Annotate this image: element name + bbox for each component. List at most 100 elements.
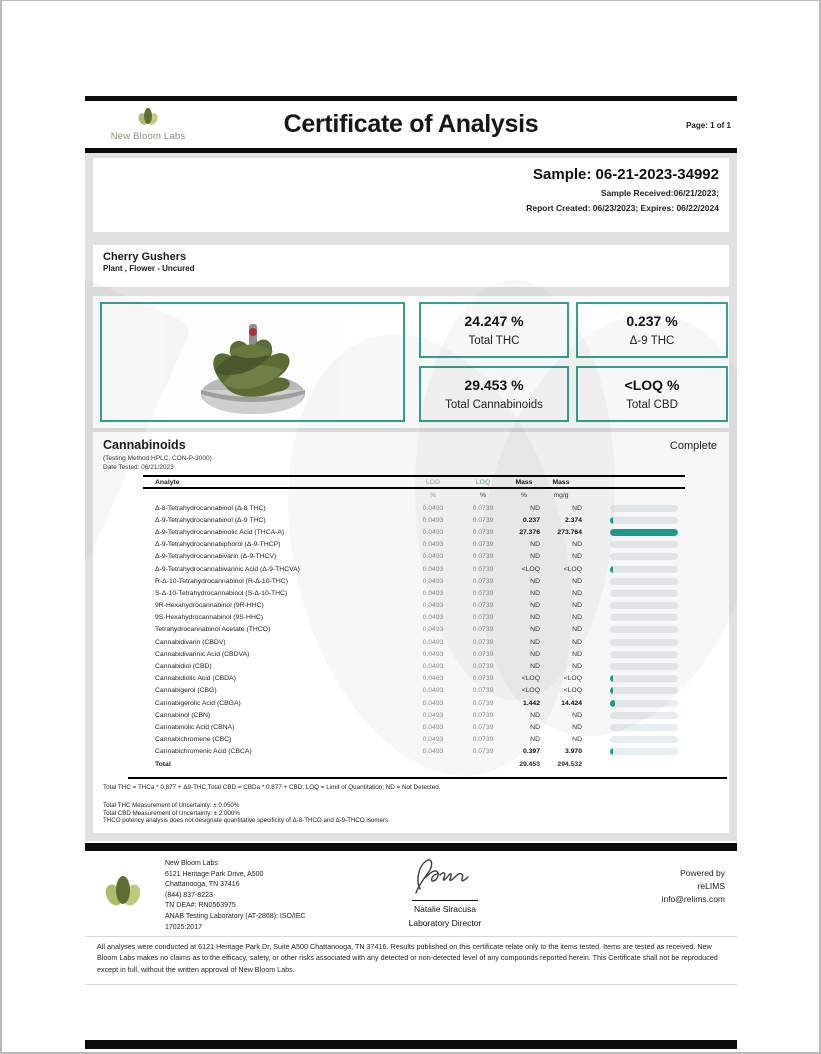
mass-bar-fill <box>610 565 613 573</box>
mass-bar <box>610 663 678 671</box>
content-background: Sample: 06-21-2023-34992 Sample Received… <box>85 153 737 841</box>
table-row: Δ-9-Tetrahydrocannabinolic Acid (THCA-A)… <box>143 526 685 538</box>
mass-bar <box>610 650 678 658</box>
loq-value: 0.0739 <box>472 650 494 658</box>
table-row: 9S-Hexahydrocannabinol (9S-HHC) 0.0493 0… <box>143 612 685 624</box>
table-total-row: Total 29.453 294.532 <box>143 758 685 770</box>
col-mass-pct: Mass <box>515 478 533 486</box>
summary-total-cbd: <LOQ % Total CBD <box>576 366 728 422</box>
report-dates: Report Created: 06/23/2023; Expires: 06/… <box>526 203 719 213</box>
total-mass-mgg: 294.532 <box>557 760 582 768</box>
table-row: Δ-9-Tetrahydrocannabinol (Δ-9 THC) 0.049… <box>143 514 685 526</box>
mass-bar-fill <box>610 687 613 695</box>
lab-address: New Bloom Labs 6121 Heritage Park Drive,… <box>165 859 306 933</box>
lod-value: 0.0493 <box>422 638 444 646</box>
table-row: Cannabidiolic Acid (CBDA) 0.0463 0.0739 … <box>143 673 685 685</box>
loq-value: 0.0739 <box>472 528 494 536</box>
analyte-name: Tetrahydrocannabinol Acetate (THCO) <box>155 626 271 634</box>
analyte-name: Δ-9-Tetrahydrocannabinol (Δ-9 THC) <box>155 516 266 524</box>
loq-value: 0.0739 <box>472 504 494 512</box>
loq-value: 0.0739 <box>472 675 494 683</box>
mass-bar-fill <box>610 699 616 707</box>
mass-pct-value: 0.237 <box>522 516 540 524</box>
mass-bar <box>610 565 678 573</box>
mass-pct-value: ND <box>530 553 540 561</box>
mass-bar <box>610 541 678 549</box>
mass-bar <box>610 614 678 622</box>
lod-value: 0.0463 <box>422 675 444 683</box>
loq-value: 0.0739 <box>472 638 494 646</box>
mass-bar-fill <box>610 675 613 683</box>
page-number: Page: 1 of 1 <box>686 121 731 130</box>
page-title: Certificate of Analysis <box>283 110 539 138</box>
loq-value: 0.0739 <box>472 614 494 622</box>
relims-email: info@relims.com <box>661 894 725 904</box>
loq-value: 0.0739 <box>472 699 494 707</box>
table-row: Cannabigerol (CBG) 0.0493 0.0739 <LOQ <L… <box>143 685 685 697</box>
analyte-name: Cannabichromenic Acid (CBCA) <box>155 748 252 756</box>
mass-mgg-value: <LOQ <box>563 675 582 683</box>
lod-value: 0.0493 <box>422 565 444 573</box>
lab-street: 6121 Heritage Park Drive, A500 <box>165 870 264 878</box>
mass-mgg-value: <LOQ <box>563 687 582 695</box>
col-mass-mgg: Mass <box>552 478 570 486</box>
summary-value: 0.237 % <box>626 313 678 329</box>
report-header: New Bloom Labs Certificate of Analysis P… <box>85 101 737 148</box>
brand-logo: New Bloom Labs <box>103 107 193 142</box>
mass-mgg-value: ND <box>572 589 582 597</box>
mass-pct-value: ND <box>530 663 540 671</box>
mass-bar <box>610 602 678 610</box>
mass-bar-fill <box>610 528 678 536</box>
mass-mgg-value: ND <box>572 614 582 622</box>
analyte-name: Cannabinolic Acid (CBNA) <box>155 723 235 731</box>
product-card: Cherry Gushers Plant , Flower - Uncured <box>93 245 729 287</box>
mass-pct-value: 27.376 <box>519 528 540 536</box>
table-body: Δ-8-Tetrahydrocannabinol (Δ-8 THC) 0.049… <box>143 502 685 758</box>
total-label: Total <box>155 760 171 768</box>
sample-info-card: Sample: 06-21-2023-34992 Sample Received… <box>93 158 729 232</box>
section-title: Cannabinoids <box>103 438 186 452</box>
summary-label: Total THC <box>468 335 520 347</box>
mass-mgg-value: ND <box>572 711 582 719</box>
lod-value: 0.0493 <box>422 516 444 524</box>
sample-photo <box>165 306 340 418</box>
table-row: S-Δ-10-Tetrahydrocannabinol (S-Δ-10-THC)… <box>143 587 685 599</box>
mass-mgg-value: 3.970 <box>564 748 582 756</box>
mass-mgg-value: ND <box>572 736 582 744</box>
table-units-row: % % % mg/g <box>143 489 685 502</box>
analyte-name: Δ-8-Tetrahydrocannabinol (Δ-8 THC) <box>155 504 266 512</box>
cannabinoids-table: Analyte LOD LOQ Mass Mass % % % mg/g Δ-8… <box>143 475 685 770</box>
mass-bar <box>610 626 678 634</box>
mass-bar <box>610 638 678 646</box>
mass-bar <box>610 516 678 524</box>
mass-mgg-value: ND <box>572 626 582 634</box>
table-row: Cannabinolic Acid (CBNA) 0.0493 0.0739 N… <box>143 721 685 733</box>
mass-bar <box>610 675 678 683</box>
table-row: Cannabichromene (CBC) 0.0493 0.0739 ND N… <box>143 734 685 746</box>
analyte-name: Δ-9-Tetrahydrocannabivarin (Δ-9-THCV) <box>155 553 277 561</box>
mass-pct-value: ND <box>530 626 540 634</box>
mass-pct-value: ND <box>530 650 540 658</box>
unit-loq: % <box>479 492 487 499</box>
mass-pct-value: ND <box>530 602 540 610</box>
loq-value: 0.0739 <box>472 711 494 719</box>
lod-value: 0.0493 <box>422 614 444 622</box>
mass-mgg-value: ND <box>572 541 582 549</box>
summary-label: Total Cannabinoids <box>445 399 543 411</box>
summary-value: 24.247 % <box>464 313 524 329</box>
mass-pct-value: ND <box>530 541 540 549</box>
summary-total-cannabinoids: 29.453 % Total Cannabinoids <box>419 366 569 422</box>
analyte-name: Cannabichromene (CBC) <box>155 736 232 744</box>
table-row: Cannabigerolic Acid (CBGA) 0.0493 0.0739… <box>143 697 685 709</box>
powered-by-label: Powered by <box>680 868 725 878</box>
mass-mgg-value: ND <box>572 504 582 512</box>
analyte-name: 9S-Hexahydrocannabinol (9S-HHC) <box>155 614 264 622</box>
mass-bar <box>610 723 678 731</box>
disclaimer-bottom-divider <box>85 984 737 985</box>
loq-value: 0.0739 <box>472 687 494 695</box>
signature-image <box>415 859 469 894</box>
analyte-name: S-Δ-10-Tetrahydrocannabinol (S-Δ-10-THC) <box>155 589 288 597</box>
mass-mgg-value: ND <box>572 577 582 585</box>
mass-pct-value: ND <box>530 614 540 622</box>
loq-value: 0.0739 <box>472 565 494 573</box>
